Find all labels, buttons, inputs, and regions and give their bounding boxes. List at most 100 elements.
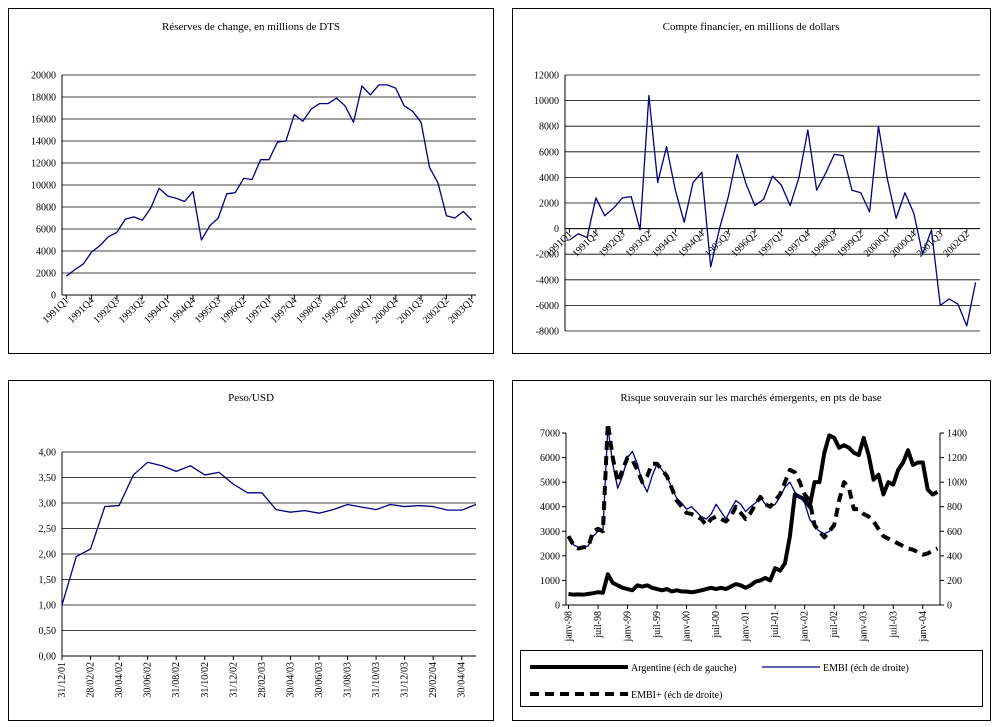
y-tick-label: -4000 [536,275,559,286]
x-tick-label: 1997Q1 [756,229,787,260]
y-tick-label: 10000 [534,96,559,107]
x-tick-label: 30/04/04 [457,662,468,698]
x-tick-label: janv-01 [741,611,752,643]
legend-label: EMBI+ (éch de droite) [631,690,722,701]
y-tick-label: 18000 [31,93,56,104]
y-tick-label: 4000 [540,502,560,513]
y-tick-label: -8000 [536,327,559,338]
y-tick-label: 6000 [540,453,560,464]
line-series [65,84,473,277]
x-tick-label: 1994Q1 [142,295,173,326]
x-tick-label: 30/06/02 [143,662,154,698]
x-tick-label: 1991Q1 [544,229,575,260]
x-tick-label: 2000Q1 [862,229,893,260]
y-tick-label: 2000 [36,269,56,280]
y2-tick-label: 1200 [947,453,967,464]
line-series [566,421,939,557]
x-tick-label: janv-02 [800,611,811,643]
y2-tick-label: 1400 [947,429,967,440]
x-tick-label: 28/02/03 [257,662,268,698]
x-tick-label: 30/06/03 [314,662,325,698]
y2-tick-label: 400 [947,551,962,562]
y-tick-label: -2000 [536,250,559,261]
x-tick-label: juil-02 [829,611,840,639]
y-tick-label: 1000 [540,576,560,587]
x-tick-label: 1999Q2 [835,229,866,260]
x-tick-label: juil-98 [593,611,604,639]
y-tick-label: 4,00 [39,448,57,459]
x-tick-label: janv-99 [623,611,634,643]
x-tick-label: 1992Q3 [91,295,122,326]
x-tick-label: 1992Q3 [597,229,628,260]
x-tick-label: 1998Q3 [809,229,840,260]
y-tick-label: 16000 [31,115,56,126]
panel-border [8,8,494,354]
x-tick-label: 1994Q1 [650,229,681,260]
x-tick-label: 30/04/02 [114,662,125,698]
x-tick-label: 1991Q4 [570,229,601,260]
x-tick-label: 2000Q4 [888,229,919,260]
y-tick-label: -6000 [536,301,559,312]
x-tick-label: janv-03 [859,611,870,643]
x-tick-label: 31/08/02 [171,662,182,698]
x-tick-label: 1991Q1 [41,295,72,326]
y2-tick-label: 800 [947,502,962,513]
y-tick-label: 2000 [540,551,560,562]
panel-border [8,380,494,721]
y-tick-label: 2,50 [39,524,57,535]
y-tick-label: 6000 [36,225,56,236]
x-tick-label: 1993Q2 [623,229,654,260]
x-tick-label: 1997Q4 [782,229,813,260]
x-tick-label: 1998Q3 [294,295,325,326]
x-tick-label: 1996Q2 [218,295,249,326]
y-tick-label: 12000 [534,71,559,82]
y-tick-label: 6000 [539,147,559,158]
y-tick-label: 3,50 [39,473,57,484]
chart-title: Réserves de change, en millions de DTS [162,21,340,33]
y2-tick-label: 200 [947,576,962,587]
x-tick-label: 30/04/03 [285,662,296,698]
y-tick-label: 0 [554,224,559,235]
x-tick-label: juil-03 [888,611,899,639]
y-tick-label: 5000 [540,478,560,489]
x-tick-label: 1999Q2 [320,295,351,326]
y2-tick-label: 1000 [947,478,967,489]
y-tick-label: 4000 [539,173,559,184]
x-tick-label: 2002Q2 [941,229,972,260]
x-tick-label: 1996Q2 [729,229,760,260]
y2-tick-label: 600 [947,527,962,538]
x-tick-label: 2002Q2 [421,295,452,326]
line-series [61,461,477,606]
x-tick-label: 29/02/04 [428,662,439,698]
y-tick-label: 4000 [36,247,56,258]
x-tick-label: 2001Q3 [396,295,427,326]
x-tick-label: janv-04 [918,611,929,643]
y-tick-label: 7000 [540,429,560,440]
y-tick-label: 2,00 [39,550,57,561]
y-tick-label: 8000 [36,203,56,214]
y-tick-label: 2000 [539,199,559,210]
legend-label: Argentine (éch de gauche) [631,663,737,674]
panel-border [512,8,991,354]
x-tick-label: juil-00 [711,611,722,639]
x-tick-label: janv-00 [682,611,693,643]
y-tick-label: 10000 [31,181,56,192]
x-tick-label: 1997Q1 [244,295,275,326]
x-tick-label: 1995Q3 [193,295,224,326]
x-tick-label: 2000Q1 [345,295,376,326]
y-tick-label: 8000 [539,122,559,133]
y-tick-label: 3,00 [39,499,57,510]
chart-title: Peso/USD [228,392,274,404]
y-tick-label: 12000 [31,159,56,170]
x-tick-label: 31/12/01 [57,662,68,698]
line-series [569,94,977,327]
x-tick-label: juil-99 [652,611,663,639]
x-tick-label: 31/08/03 [343,662,354,698]
panel-border [512,380,991,721]
x-tick-label: 28/02/02 [86,662,97,698]
x-tick-label: juil-01 [770,611,781,639]
y-tick-label: 0 [555,601,560,612]
y-tick-label: 0,00 [39,652,57,663]
x-tick-label: 31/12/03 [400,662,411,698]
